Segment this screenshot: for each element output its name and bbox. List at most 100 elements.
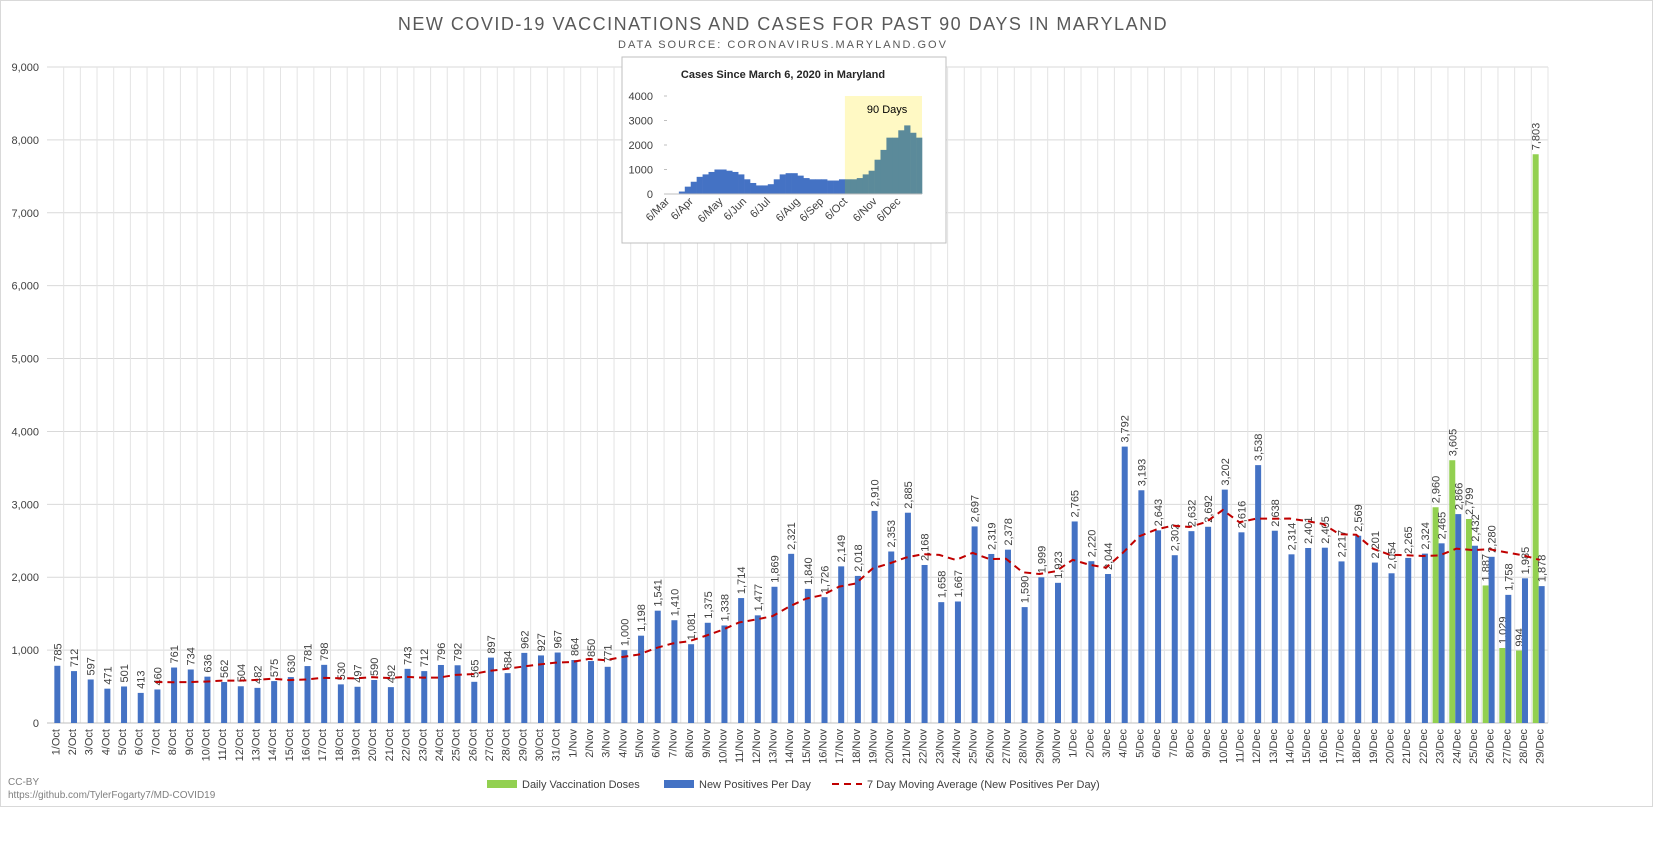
bar [726, 170, 733, 194]
bar [1288, 554, 1295, 723]
bar [437, 664, 444, 723]
bar [554, 652, 561, 723]
bar [1188, 531, 1195, 723]
data-label: 1,667 [953, 570, 965, 598]
data-label: 590 [369, 658, 381, 676]
bar [684, 186, 692, 194]
bar [287, 677, 294, 723]
bar [971, 526, 978, 723]
bar [1121, 446, 1128, 723]
x-tick-label: 14/Nov [784, 729, 796, 764]
bar [856, 178, 863, 194]
data-label: 3,792 [1120, 415, 1132, 443]
x-tick-label: 26/Oct [467, 729, 479, 761]
bar [1538, 586, 1545, 723]
y-tick-label: 3000 [629, 116, 653, 128]
bar [487, 657, 494, 723]
bar [1521, 578, 1528, 723]
bar [1205, 526, 1212, 723]
bar [1171, 555, 1178, 723]
data-label: 2,149 [836, 535, 848, 563]
x-tick-label: 28/Nov [1018, 729, 1030, 764]
bar [1071, 521, 1078, 723]
data-label: 504 [236, 664, 248, 682]
x-tick-label: 18/Nov [851, 729, 863, 764]
bar [827, 180, 834, 194]
data-label: 492 [386, 665, 398, 683]
x-tick-label: 7/Oct [150, 729, 162, 755]
bar [874, 159, 881, 194]
x-tick-label: 20/Nov [884, 729, 896, 764]
data-label: 1,726 [820, 566, 832, 594]
y-tick-label: 2000 [629, 140, 653, 152]
x-tick-label: 3/Dec [1101, 729, 1113, 758]
x-tick-label: 27/Oct [484, 729, 496, 761]
x-tick-label: 22/Nov [918, 729, 930, 764]
x-tick-label: 2/Oct [67, 729, 79, 755]
data-label: 2,353 [886, 520, 898, 548]
data-label: 562 [219, 660, 231, 678]
x-tick-label: 12/Oct [234, 729, 246, 761]
bar [221, 682, 228, 723]
bar [1515, 650, 1522, 723]
x-tick-label: 3/Nov [601, 729, 613, 758]
bar [1138, 490, 1145, 723]
bar [1305, 547, 1312, 723]
x-tick-label: 8/Oct [167, 729, 179, 755]
bar [337, 684, 344, 723]
bar [271, 681, 278, 723]
x-tick-label: 24/Dec [1451, 729, 1463, 764]
data-label: 1,541 [653, 579, 665, 607]
bar [785, 173, 792, 194]
x-tick-label: 28/Oct [501, 729, 513, 761]
bar [688, 644, 695, 723]
bar [850, 179, 858, 194]
data-label: 743 [403, 646, 415, 664]
data-label: 1,375 [703, 591, 715, 619]
x-tick-label: 11/Oct [217, 729, 229, 761]
data-label: 497 [353, 664, 365, 682]
data-label: 2,324 [1420, 522, 1432, 550]
data-label: 1,999 [1036, 546, 1048, 574]
data-label: 2,302 [1170, 524, 1182, 552]
x-tick-label: 14/Dec [1284, 729, 1296, 764]
source-note: https://github.com/TylerFogarty7/MD-COVI… [8, 790, 216, 801]
bar [708, 171, 715, 194]
x-tick-label: 11/Dec [1234, 729, 1246, 764]
data-label: 2,168 [920, 533, 932, 561]
bar [1155, 530, 1162, 723]
bar [121, 686, 128, 723]
bar [254, 687, 261, 723]
data-label: 1,658 [936, 571, 948, 599]
data-label: 2,201 [1370, 531, 1382, 559]
x-tick-label: 21/Nov [901, 729, 913, 764]
data-label: 850 [586, 639, 598, 657]
bar [1488, 556, 1495, 723]
data-label: 597 [86, 657, 98, 675]
bar [1088, 561, 1095, 723]
x-tick-label: 30/Nov [1051, 729, 1063, 764]
legend-label: New Positives Per Day [699, 779, 811, 791]
x-tick-label: 16/Nov [818, 729, 830, 764]
bar [1021, 607, 1028, 723]
bar [404, 668, 411, 723]
x-tick-label: 23/Nov [934, 729, 946, 764]
bar [921, 564, 928, 723]
data-label: 2,569 [1353, 504, 1365, 532]
y-tick-label: 8,000 [11, 135, 39, 147]
highlight-label: 90 Days [867, 104, 908, 116]
data-label: 2,765 [1070, 490, 1082, 518]
bar [137, 692, 144, 723]
x-tick-label: 1/Oct [50, 729, 62, 755]
bar [1221, 489, 1228, 723]
bar [988, 553, 995, 723]
y-tick-label: 4000 [629, 91, 653, 103]
data-label: 785 [52, 643, 64, 661]
data-label: 1,081 [686, 613, 698, 641]
bar [750, 182, 757, 194]
bar [454, 665, 461, 723]
bar [321, 664, 328, 723]
data-label: 2,220 [1086, 530, 1098, 558]
x-tick-label: 18/Oct [334, 729, 346, 761]
data-label: 864 [569, 638, 581, 656]
